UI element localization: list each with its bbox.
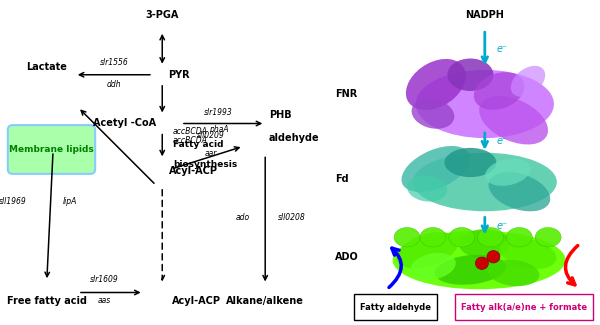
Ellipse shape	[500, 238, 556, 269]
Ellipse shape	[413, 153, 557, 211]
Ellipse shape	[420, 227, 446, 247]
Text: e⁻: e⁻	[496, 44, 508, 54]
Text: FNR: FNR	[335, 89, 357, 99]
Text: ddh: ddh	[107, 80, 121, 89]
Text: Fd: Fd	[335, 174, 349, 184]
Ellipse shape	[392, 231, 565, 289]
Text: aldehyde: aldehyde	[268, 133, 319, 143]
FancyBboxPatch shape	[8, 125, 95, 174]
Text: Membrane lipids: Membrane lipids	[9, 145, 94, 154]
Text: aar: aar	[205, 150, 217, 159]
Ellipse shape	[416, 70, 554, 138]
Ellipse shape	[459, 229, 511, 258]
Ellipse shape	[397, 232, 458, 268]
Text: slr1609: slr1609	[90, 275, 119, 284]
Ellipse shape	[410, 253, 456, 280]
FancyBboxPatch shape	[455, 294, 593, 320]
Ellipse shape	[479, 96, 548, 145]
Ellipse shape	[511, 66, 545, 97]
Ellipse shape	[488, 172, 550, 211]
Text: phaA: phaA	[209, 125, 228, 134]
Ellipse shape	[407, 176, 448, 202]
Ellipse shape	[412, 99, 454, 129]
Text: lipA: lipA	[62, 197, 77, 206]
Ellipse shape	[449, 227, 475, 247]
Text: e⁻: e⁻	[496, 136, 508, 146]
Text: sll1969: sll1969	[0, 197, 26, 206]
Text: Fatty aldehyde: Fatty aldehyde	[360, 303, 431, 312]
Ellipse shape	[485, 159, 530, 186]
Text: PHB: PHB	[269, 110, 292, 120]
Ellipse shape	[445, 148, 496, 177]
Text: Acyl-ACP: Acyl-ACP	[169, 165, 217, 176]
Text: e⁻: e⁻	[496, 221, 508, 231]
Ellipse shape	[401, 146, 470, 192]
Ellipse shape	[487, 251, 500, 263]
Ellipse shape	[535, 227, 561, 247]
FancyBboxPatch shape	[354, 294, 437, 320]
Ellipse shape	[434, 255, 506, 285]
Text: 3-PGA: 3-PGA	[146, 9, 179, 20]
Text: Free fatty acid: Free fatty acid	[7, 296, 87, 306]
Text: Acyl-ACP: Acyl-ACP	[172, 296, 221, 306]
Text: slr1993: slr1993	[204, 108, 233, 117]
Text: accBCDA: accBCDA	[173, 136, 208, 145]
Text: biosynthesis: biosynthesis	[173, 160, 238, 169]
Text: PYR: PYR	[169, 70, 190, 80]
Ellipse shape	[406, 59, 466, 110]
Text: Fatty acid: Fatty acid	[173, 140, 224, 149]
Text: sll0209: sll0209	[197, 131, 224, 140]
Ellipse shape	[394, 227, 420, 247]
Ellipse shape	[474, 72, 524, 110]
Text: ado: ado	[235, 213, 250, 222]
Ellipse shape	[488, 260, 539, 286]
Text: Acetyl -CoA: Acetyl -CoA	[93, 119, 156, 128]
Text: ADO: ADO	[335, 252, 359, 262]
Text: NADPH: NADPH	[466, 10, 504, 20]
Text: Alkane/alkene: Alkane/alkene	[226, 296, 304, 306]
Ellipse shape	[448, 58, 493, 91]
Text: slr1556: slr1556	[100, 58, 128, 67]
Text: Lactate: Lactate	[26, 61, 67, 72]
Ellipse shape	[478, 227, 503, 247]
Ellipse shape	[475, 257, 488, 269]
Text: aas: aas	[98, 296, 111, 305]
Text: Fatty alk(a/e)ne + formate: Fatty alk(a/e)ne + formate	[461, 303, 587, 312]
Text: sll0208: sll0208	[278, 213, 305, 222]
Text: accBCDA: accBCDA	[173, 127, 208, 136]
Ellipse shape	[506, 227, 532, 247]
